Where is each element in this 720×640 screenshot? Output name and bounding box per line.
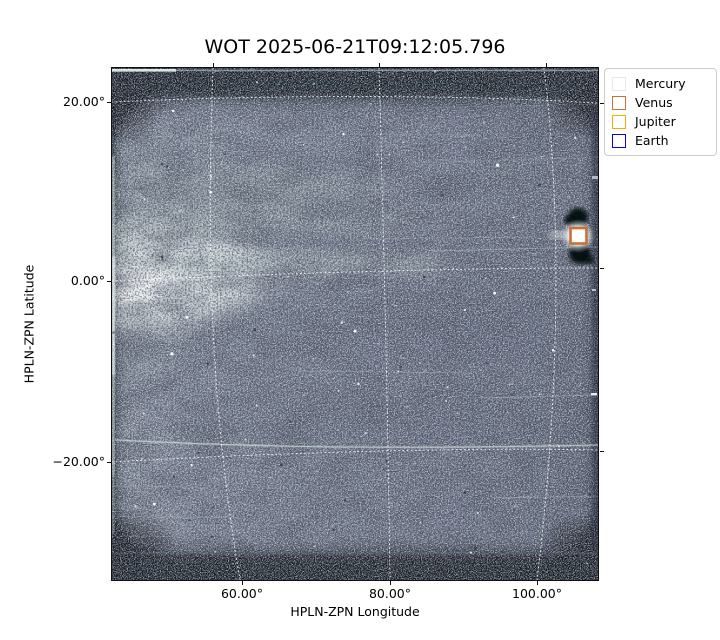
y-tick-mark [107, 462, 111, 464]
gridline-lon-80 [378, 68, 391, 580]
legend-item-jupiter: Jupiter [612, 112, 710, 131]
venus-marker [569, 226, 588, 245]
legend-label: Earth [635, 133, 669, 148]
sky-image [112, 68, 598, 580]
x-tick-mark [390, 581, 392, 585]
graticule-gridlines [112, 68, 598, 580]
plot-area [111, 67, 599, 581]
y-tick-label: −20.00° [52, 454, 105, 469]
legend-item-earth: Earth [612, 131, 710, 150]
legend: Mercury Venus Jupiter Earth [604, 68, 717, 156]
legend-label: Jupiter [635, 114, 676, 129]
x-tick-label: 60.00° [220, 586, 264, 601]
y-tick-label: 20.00° [62, 94, 105, 109]
legend-item-mercury: Mercury [612, 74, 710, 93]
x-tick-mark-top [379, 63, 381, 67]
y-tick-mark-right [600, 268, 604, 270]
y-tick-mark-right [600, 451, 604, 453]
legend-item-venus: Venus [612, 93, 710, 112]
dust-trails [112, 103, 598, 538]
x-tick-label: 100.00° [512, 586, 562, 601]
y-tick-mark-right [600, 103, 604, 105]
y-tick-mark [107, 102, 111, 104]
x-tick-mark-top [546, 63, 548, 67]
plot-title: WOT 2025-06-21T09:12:05.796 [204, 36, 506, 58]
x-tick-label: 80.00° [368, 586, 412, 601]
gridline-lon-60 [209, 68, 241, 580]
jupiter-marker-icon [612, 114, 626, 129]
x-tick-mark [537, 581, 539, 585]
legend-label: Venus [635, 95, 673, 110]
earth-marker-icon [612, 133, 626, 148]
gridline-lon-100 [536, 68, 557, 580]
gridline-lat-20 [112, 96, 598, 104]
x-tick-mark [242, 581, 244, 585]
y-tick-label: 0.00° [70, 273, 105, 288]
x-tick-mark-top [213, 63, 215, 67]
y-tick-mark [107, 281, 111, 283]
edge-artifacts [112, 69, 598, 554]
x-axis-label: HPLN-ZPN Longitude [290, 604, 420, 619]
legend-label: Mercury [635, 76, 686, 91]
venus-saturated-source [550, 208, 595, 264]
venus-marker-icon [612, 95, 626, 110]
stars-layer [112, 68, 597, 574]
mercury-marker-icon [612, 76, 626, 91]
